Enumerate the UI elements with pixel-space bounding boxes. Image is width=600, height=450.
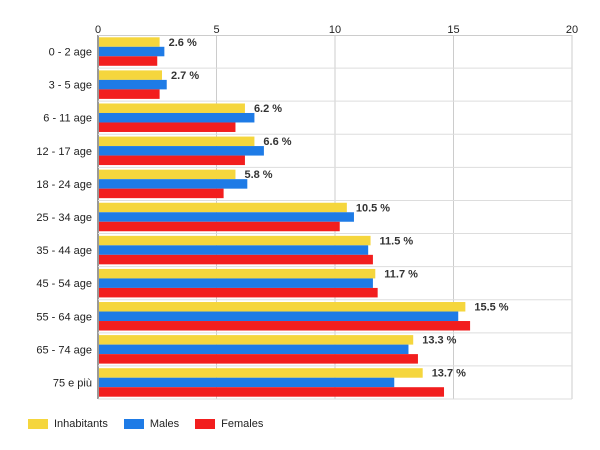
bar-inhabitants [99,202,347,213]
data-label: 6.2 % [254,103,282,115]
bar-females [99,221,340,232]
data-label: 13.3 % [422,335,456,347]
bar-females [99,321,471,331]
bar-females [99,354,418,364]
data-label: 15.5 % [474,302,508,314]
x-tick-label: 20 [566,24,578,36]
category-label: 35 - 44 age [36,245,92,257]
data-label: 6.6 % [263,136,291,148]
bar-females [99,89,160,99]
data-label: 11.5 % [380,235,414,247]
bar-inhabitants [99,368,423,378]
x-tick-label: 0 [95,24,101,36]
bar-inhabitants [99,103,245,113]
bar-males [99,112,255,123]
bar-males [99,46,165,57]
legend-swatch-females [195,419,216,429]
category-label: 0 - 2 age [49,47,92,59]
bar-inhabitants [99,235,371,246]
x-tick-label: 15 [447,24,459,36]
legend-item-inhabitants[interactable]: Inhabitants [28,418,108,430]
bar-males [99,79,167,90]
legend-label-males: Males [149,418,180,430]
bar-inhabitants [99,302,466,312]
data-label: 13.7 % [432,368,466,380]
legend-label-inhabitants: Inhabitants [54,418,108,430]
legend: Inhabitants Males Females [28,418,263,430]
bar-females [99,287,378,298]
category-label: 65 - 74 age [36,344,92,356]
legend-label-females: Females [221,418,264,430]
x-tick-label: 10 [329,24,341,36]
category-label: 55 - 64 age [36,311,92,323]
category-label: 18 - 24 age [36,179,92,191]
data-label: 5.8 % [244,169,272,181]
category-label: 45 - 54 age [36,278,92,290]
x-tick-label: 5 [213,24,219,36]
bar-males [99,212,354,222]
data-label: 2.6 % [169,37,197,49]
bar-inhabitants [99,169,236,180]
bar-inhabitants [99,268,376,279]
legend-swatch-males [123,419,144,429]
legend-item-males[interactable]: Males [123,418,180,430]
bar-males [99,179,248,189]
category-label: 12 - 17 age [36,146,92,158]
bar-inhabitants [99,136,255,147]
bar-males [99,344,409,355]
bar-females [99,155,245,166]
bar-inhabitants [99,37,160,47]
category-label: 25 - 34 age [36,212,92,224]
bar-inhabitants [99,70,162,80]
category-label: 75 e più [53,377,92,389]
bar-males [99,245,369,255]
bar-females [99,387,445,397]
category-label: 3 - 5 age [49,80,92,92]
bar-males [99,377,395,388]
bar-females [99,56,158,66]
bar-males [99,146,264,156]
bar-females [99,188,224,199]
data-label: 2.7 % [171,70,199,82]
bar-males [99,311,459,322]
legend-item-females[interactable]: Females [195,418,263,430]
bar-males [99,278,373,288]
bar-females [99,254,373,265]
data-label: 11.7 % [384,268,418,280]
bar-females [99,122,236,132]
legend-swatch-inhabitants [28,419,48,429]
bar-inhabitants [99,335,414,345]
data-label: 10.5 % [356,202,390,214]
category-label: 6 - 11 age [43,113,92,125]
